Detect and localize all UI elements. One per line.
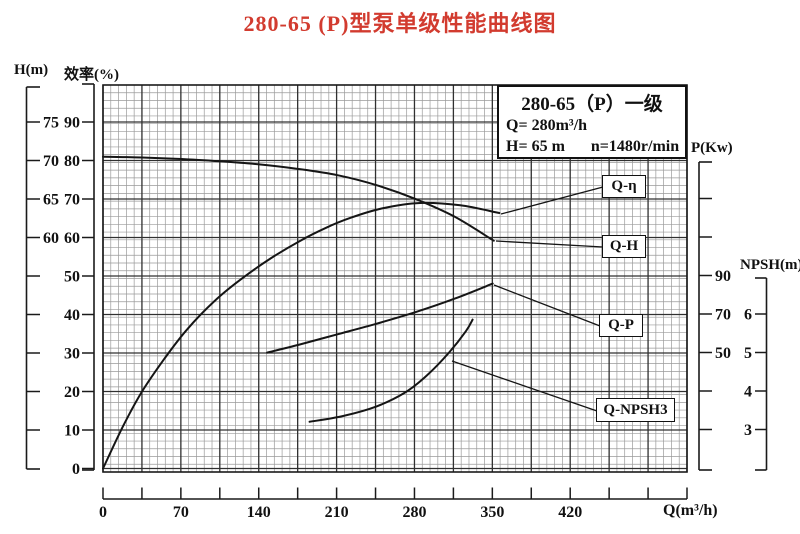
- npsh-axis-label: NPSH(m): [740, 257, 800, 273]
- efficiency-axis-label: 效率(%): [64, 67, 119, 83]
- curve-label-q-npsh3: Q-NPSH3: [596, 398, 675, 422]
- head-tick-label: 70: [43, 153, 59, 170]
- power-axis-label: P(Kw): [691, 140, 733, 156]
- efficiency-tick-label: 10: [64, 423, 80, 440]
- rated-head: H= 65 m: [506, 137, 565, 155]
- rated-speed: n=1480r/min: [590, 137, 680, 155]
- efficiency-tick-label: 0: [72, 461, 80, 478]
- flow-tick-label: 70: [173, 504, 189, 521]
- npsh-tick-label: 5: [744, 345, 752, 362]
- flow-tick-label: 420: [558, 504, 582, 521]
- head-axis-label: H(m): [14, 62, 49, 78]
- efficiency-tick-label: 40: [64, 307, 80, 324]
- flow-tick-label: 350: [480, 504, 504, 521]
- efficiency-tick-label: 60: [64, 230, 80, 247]
- leader-q-h: [495, 240, 604, 248]
- efficiency-tick-label: 20: [64, 384, 80, 401]
- npsh-tick-label: 4: [744, 384, 752, 401]
- curve-label-q-eta: Q-η: [602, 175, 646, 198]
- power-tick-label: 90: [715, 268, 731, 285]
- flow-tick-label: 0: [99, 504, 107, 521]
- curve-q-η: [102, 201, 501, 470]
- leader-q-npsh3: [451, 360, 598, 412]
- efficiency-tick-label: 90: [64, 115, 80, 132]
- flow-tick-label: 140: [247, 504, 271, 521]
- efficiency-tick-label: 50: [64, 269, 80, 286]
- flow-tick-label: 210: [325, 504, 349, 521]
- flow-tick-label: 280: [402, 504, 426, 521]
- npsh-tick-label: 6: [744, 307, 752, 324]
- curve-label-q-p: Q-P: [599, 314, 643, 337]
- leader-q-p: [493, 284, 601, 327]
- flow-axis-label: Q(m³/h): [663, 502, 718, 519]
- curve-q-npsh3: [308, 318, 474, 423]
- curve-label-q-h: Q-H: [602, 235, 646, 258]
- npsh-tick-label: 3: [744, 422, 752, 439]
- head-tick-label: 60: [43, 230, 59, 247]
- rated-flow: Q= 280m³/h: [506, 117, 588, 134]
- power-tick-label: 50: [715, 345, 731, 362]
- rating-info-box: 280-65（P）一级 Q= 280m³/h H= 65 m n=1480r/m…: [497, 85, 687, 159]
- leader-q-eta: [500, 186, 604, 215]
- head-tick-label: 75: [43, 115, 59, 132]
- plot-border: [102, 84, 688, 473]
- chart-title: 280-65 (P)型泵单级性能曲线图: [243, 11, 557, 36]
- pump-model: 280-65（P）一级: [521, 94, 663, 115]
- efficiency-tick-label: 80: [64, 153, 80, 170]
- efficiency-tick-label: 70: [64, 192, 80, 209]
- head-tick-label: 65: [43, 192, 59, 209]
- power-tick-label: 70: [715, 307, 731, 324]
- efficiency-tick-label: 30: [64, 346, 80, 363]
- curve-q-p: [266, 282, 494, 354]
